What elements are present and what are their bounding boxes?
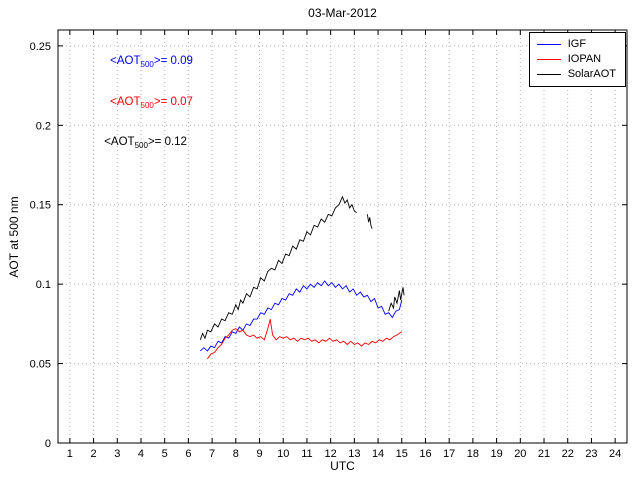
annotation-value: >= 0.12 [147,135,187,148]
svg-text:18: 18 [467,448,479,460]
svg-text:0: 0 [45,438,51,450]
legend-label: IGF [567,38,587,50]
svg-text:17: 17 [443,448,455,460]
svg-text:1: 1 [67,448,73,460]
chart-title: 03-Mar-2012 [308,6,377,20]
legend-line-sample-icon [536,59,561,60]
mean-aot-annotation-iopan: <AOT500>= 0.07 [110,96,193,110]
legend-entry-solaraot: SolarAOT [536,67,616,82]
annotation-text: <AOT [110,54,141,67]
svg-text:24: 24 [609,448,621,460]
svg-text:14: 14 [372,448,384,460]
annotation-text: <AOT [110,95,141,108]
svg-text:4: 4 [138,448,144,460]
svg-text:5: 5 [162,448,168,460]
svg-text:23: 23 [585,448,597,460]
svg-text:3: 3 [114,448,120,460]
svg-text:0.25: 0.25 [30,41,51,53]
svg-text:13: 13 [348,448,360,460]
svg-text:9: 9 [256,448,262,460]
svg-text:6: 6 [185,448,191,460]
svg-text:19: 19 [490,448,502,460]
annotation-value: >= 0.09 [153,54,193,67]
legend-line-sample-icon [536,74,561,75]
legend: IGF IOPAN SolarAOT [528,32,626,87]
svg-text:21: 21 [538,448,550,460]
svg-text:7: 7 [209,448,215,460]
svg-text:11: 11 [301,448,312,460]
svg-text:15: 15 [396,448,408,460]
mean-aot-annotation-igf: <AOT500>= 0.09 [110,55,193,69]
legend-entry-iopan: IOPAN [536,52,616,67]
svg-text:10: 10 [277,448,289,460]
annotation-subscript: 500 [140,101,154,111]
legend-label: SolarAOT [567,68,616,80]
annotation-subscript: 500 [140,59,154,69]
legend-line-sample-icon [536,44,561,45]
svg-text:2: 2 [91,448,97,460]
svg-text:22: 22 [562,448,574,460]
svg-text:16: 16 [419,448,431,460]
svg-text:20: 20 [514,448,526,460]
svg-text:8: 8 [233,448,239,460]
annotation-subscript: 500 [134,140,148,150]
legend-entry-igf: IGF [536,37,616,52]
svg-text:0.05: 0.05 [30,359,51,371]
svg-text:0.2: 0.2 [36,120,51,132]
annotation-text: <AOT [104,135,135,148]
annotation-value: >= 0.07 [153,95,193,108]
svg-text:0.15: 0.15 [30,200,51,212]
mean-aot-annotation-solaraot: <AOT500>= 0.12 [104,136,187,150]
legend-label: IOPAN [567,53,602,65]
svg-text:12: 12 [325,448,337,460]
x-axis-label: UTC [330,459,355,473]
svg-text:0.1: 0.1 [36,279,51,291]
